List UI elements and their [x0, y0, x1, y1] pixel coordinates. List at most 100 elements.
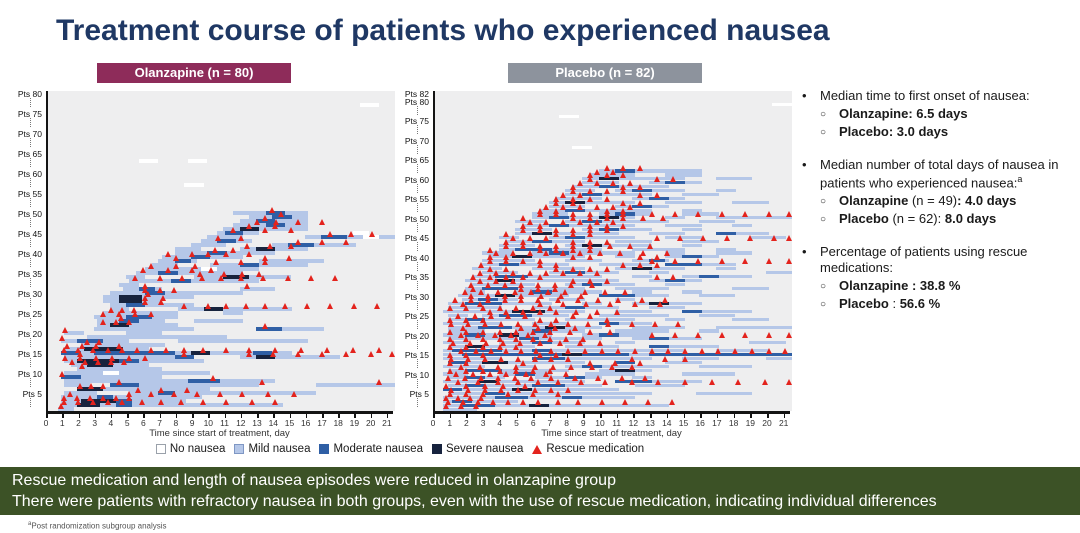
rescue-medication-marker [620, 262, 627, 269]
x-tick-label: 1 [59, 418, 65, 428]
nausea-segment [96, 319, 120, 323]
rescue-medication-marker [603, 316, 610, 323]
nausea-segment [628, 352, 649, 357]
rescue-medication-marker [551, 324, 558, 331]
nausea-segment [598, 185, 619, 189]
nausea-segment [478, 325, 512, 329]
rescue-medication-marker [535, 324, 541, 331]
rescue-medication-marker [200, 346, 207, 353]
nausea-segment [648, 259, 666, 263]
sub-bullet: ○ Olanzapine (n = 49): 4.0 days [820, 193, 1076, 210]
y-tick-leader [30, 118, 31, 127]
nausea-segment [138, 319, 165, 323]
rescue-medication-marker [593, 308, 600, 315]
rescue-medication-marker [498, 387, 505, 393]
y-tick-leader [30, 198, 31, 207]
nausea-segment [665, 181, 686, 185]
nausea-segment [538, 208, 652, 212]
nausea-segment [648, 196, 669, 200]
rescue-medication-marker [500, 383, 506, 390]
rescue-medication-marker [486, 254, 493, 261]
rescue-medication-marker [570, 227, 577, 233]
rescue-medication-marker [560, 203, 567, 210]
rescue-medication-marker [288, 226, 294, 233]
rescue-medication-marker [570, 246, 577, 253]
rescue-medication-marker [653, 262, 660, 269]
rescue-medication-marker [493, 250, 500, 257]
y-tick-leader [417, 242, 418, 252]
rescue-medication-marker [78, 342, 85, 349]
y-tick-label: Pts 60 [17, 169, 42, 179]
x-tick-label: 12 [628, 418, 639, 428]
x-tick-label: 18 [333, 418, 343, 428]
sub-bullet-text: Olanzapine : 38.8 % [839, 278, 960, 295]
y-tick-leader [417, 203, 418, 213]
y-tick-leader [30, 258, 31, 267]
nausea-segment [521, 224, 636, 228]
text-fragment: Olanzapine : 38.8 % [839, 278, 961, 294]
rescue-medication-marker [651, 320, 658, 327]
x-axis-tick [94, 414, 97, 418]
rescue-medication-marker [610, 168, 617, 175]
y-tick-label: Pts 50 [17, 209, 42, 219]
y-tick-label: Pts 45 [17, 229, 42, 239]
rescue-medication-marker [489, 398, 496, 405]
nausea-segment [103, 295, 120, 299]
rescue-medication-marker [566, 328, 573, 335]
rescue-medication-marker [468, 293, 475, 300]
text-fragment: Olanzapine [839, 192, 912, 208]
sub-bullet-text: Placebo (n = 62): 8.0 days [839, 211, 996, 228]
nausea-segment [632, 204, 652, 208]
nausea-segment [665, 224, 703, 228]
rescue-medication-marker [560, 191, 567, 198]
nausea-segment [495, 395, 529, 399]
rescue-medication-marker [104, 398, 111, 405]
nausea-segment [448, 325, 602, 329]
rescue-medication-marker [661, 355, 668, 362]
rescue-medication-marker [237, 234, 244, 241]
rescue-medication-marker [180, 350, 187, 357]
nausea-segment [255, 327, 282, 331]
rescue-medication-marker [655, 379, 662, 386]
rescue-medication-marker [526, 219, 533, 226]
rescue-medication-marker [469, 273, 476, 280]
nausea-segment [207, 251, 227, 255]
rescue-medication-marker [481, 383, 488, 390]
rescue-medication-marker [603, 195, 610, 202]
rescue-medication-marker [610, 180, 617, 187]
rescue-medication-marker [503, 266, 510, 272]
nausea-segment [652, 380, 703, 384]
summary-panel: • Median time to first onset of nausea: ○ O… [802, 88, 1076, 329]
rescue-medication-marker [132, 310, 139, 317]
rescue-medication-marker [530, 390, 536, 397]
rescue-medication-marker [546, 336, 553, 343]
rescue-medication-marker [495, 375, 501, 382]
nausea-segment [177, 339, 308, 343]
rescue-medication-marker [125, 354, 132, 361]
rescue-medication-marker [586, 230, 593, 237]
nausea-segment [87, 335, 227, 339]
rescue-medication-marker [695, 211, 702, 218]
rescue-medication-marker [458, 363, 465, 370]
rescue-medication-marker [570, 195, 577, 202]
rescue-medication-marker [586, 312, 593, 319]
nausea-segment [362, 235, 380, 239]
rescue-medication-marker [513, 344, 520, 351]
rescue-medication-marker [610, 203, 617, 210]
nausea-segment [64, 347, 84, 351]
nausea-segment [498, 313, 532, 317]
rescue-medication-marker [765, 348, 772, 354]
rescue-medication-marker [555, 398, 562, 405]
nausea-segment [103, 311, 178, 315]
rescue-medication-marker [615, 348, 622, 354]
nausea-segment [187, 379, 221, 383]
legend-label: No nausea [169, 443, 226, 455]
rescue-medication-marker [628, 379, 635, 386]
nausea-segment [233, 211, 266, 215]
nausea-segment [548, 224, 569, 228]
rescue-medication-marker [486, 371, 493, 378]
rescue-medication-marker [229, 246, 236, 253]
rescue-medication-marker [668, 398, 675, 405]
rescue-medication-marker [682, 348, 688, 354]
rescue-medication-marker [214, 234, 221, 241]
